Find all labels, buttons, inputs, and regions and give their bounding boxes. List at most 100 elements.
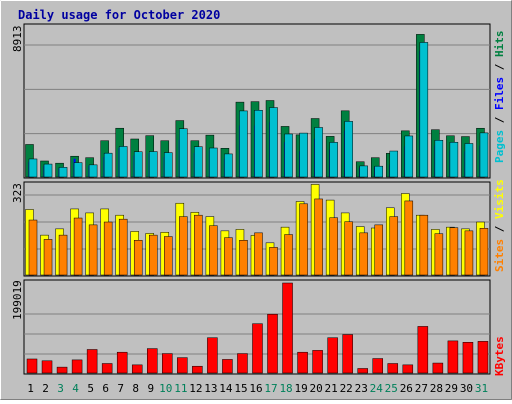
sites-bar — [239, 240, 248, 276]
kbytes-bar — [357, 368, 368, 374]
pages-bar — [374, 165, 383, 178]
sites-bar — [73, 217, 83, 276]
sites-bar — [299, 203, 308, 276]
legend-separator-2: / — [493, 57, 506, 77]
sites-bar — [43, 239, 53, 276]
x-axis-day-label: 20 — [310, 382, 323, 395]
sites-bar — [404, 200, 414, 276]
pages-bar — [389, 150, 399, 178]
kbytes-bar — [312, 350, 323, 374]
x-axis-day-label: 3 — [57, 382, 64, 395]
pages-bar — [133, 151, 143, 178]
pages-bar — [434, 140, 444, 178]
kbytes-bar — [477, 341, 489, 374]
kbytes-bar — [41, 360, 53, 374]
sites-bar — [389, 216, 399, 276]
x-axis-day-label: 8 — [132, 382, 139, 395]
legend-kbytes: KBytes — [493, 336, 506, 376]
pages-bar — [88, 164, 98, 178]
sites-bar — [269, 247, 278, 276]
sites-bar — [194, 214, 203, 276]
sites-bar — [133, 240, 143, 276]
kbytes-bar — [297, 351, 308, 374]
pages-bar — [464, 143, 474, 178]
kbytes-bar — [282, 282, 293, 374]
x-axis-day-label: 4 — [72, 382, 79, 395]
sites-bar — [374, 224, 383, 276]
sites-bar — [254, 232, 263, 276]
kbytes-bar — [447, 340, 459, 374]
pages-bar — [359, 165, 368, 178]
pages-bar — [479, 132, 489, 178]
pages-bar — [209, 147, 218, 178]
panel-3-y-max-label: 199019 — [11, 280, 24, 320]
sites-bar — [479, 228, 489, 276]
x-axis-day-label: 5 — [87, 382, 94, 395]
kbytes-bar — [162, 353, 173, 374]
sites-bar — [359, 232, 368, 276]
x-axis-day-label: 21 — [325, 382, 338, 395]
sites-bar — [118, 218, 128, 276]
hits-files-pages-panel — [23, 23, 491, 179]
legend-separator-3: / — [493, 219, 506, 239]
x-axis-day-label: 29 — [445, 382, 458, 395]
pages-bar — [344, 121, 353, 178]
pages-bar — [164, 152, 173, 178]
pages-bar — [449, 141, 459, 178]
x-axis-day-labels: 1 2 3 4 5 6 7 8 9 10 11 12 13 14 15 16 17 18 19 20 21 22 23 24 2… — [27, 382, 488, 395]
kbytes-bar — [222, 359, 233, 374]
x-axis-day-label: 16 — [249, 382, 262, 395]
legend-sites-visits: Sites / Visits — [493, 179, 506, 272]
pages-bar — [419, 42, 429, 178]
pages-bar — [103, 152, 113, 178]
kbytes-bar — [116, 351, 128, 374]
kbytes-bar — [252, 323, 263, 374]
sites-bar — [88, 224, 98, 276]
sites-bar — [419, 214, 429, 276]
x-axis-day-label: 18 — [279, 382, 292, 395]
sites-bar — [449, 227, 459, 276]
legend-pages: Pages — [493, 130, 506, 163]
pages-bar — [404, 135, 414, 178]
kbytes-bar — [192, 365, 203, 374]
x-axis-day-label: 12 — [189, 382, 202, 395]
x-axis-day-label: 25 — [385, 382, 398, 395]
chart-title: Daily usage for October 2020 — [18, 8, 220, 22]
pages-bar — [299, 132, 308, 178]
x-axis-day-label: 1 — [27, 382, 34, 395]
legend-separator-1: / — [493, 110, 506, 130]
kbytes-bar — [462, 341, 474, 374]
panel-1-y-max-label: 8913 — [11, 26, 24, 53]
x-axis-day-label: 9 — [147, 382, 154, 395]
pages-bar — [179, 128, 188, 178]
x-axis-day-label: 2 — [42, 382, 49, 395]
kbytes-bar — [86, 349, 98, 374]
pages-bar — [329, 142, 338, 178]
pages-bar — [149, 151, 158, 178]
legend-files: Files — [493, 77, 506, 110]
kbytes-bar — [237, 353, 248, 374]
x-axis-day-label: 27 — [415, 382, 428, 395]
pages-bar — [194, 146, 203, 178]
kbytes-bar — [327, 337, 338, 374]
pages-bar — [284, 133, 293, 178]
panel-2-y-max-label: 323 — [11, 183, 24, 203]
visits-sites-panel — [23, 181, 491, 277]
kbytes-bar — [372, 358, 383, 374]
x-axis-day-label: 26 — [400, 382, 413, 395]
x-axis-day-label: 13 — [204, 382, 217, 395]
pages-bar — [224, 153, 233, 178]
kbytes-bar — [342, 334, 353, 374]
x-axis-day-label: 23 — [355, 382, 368, 395]
sites-bar — [58, 234, 68, 276]
pages-bar — [118, 146, 128, 178]
kbytes-bar — [387, 363, 399, 374]
kbytes-bar — [177, 357, 188, 374]
sites-bar — [464, 230, 474, 276]
pages-bar — [269, 107, 278, 178]
x-axis-day-label: 30 — [460, 382, 473, 395]
legend-sites: Sites — [493, 239, 506, 272]
sites-bar — [284, 234, 293, 276]
pages-bar — [58, 167, 68, 178]
